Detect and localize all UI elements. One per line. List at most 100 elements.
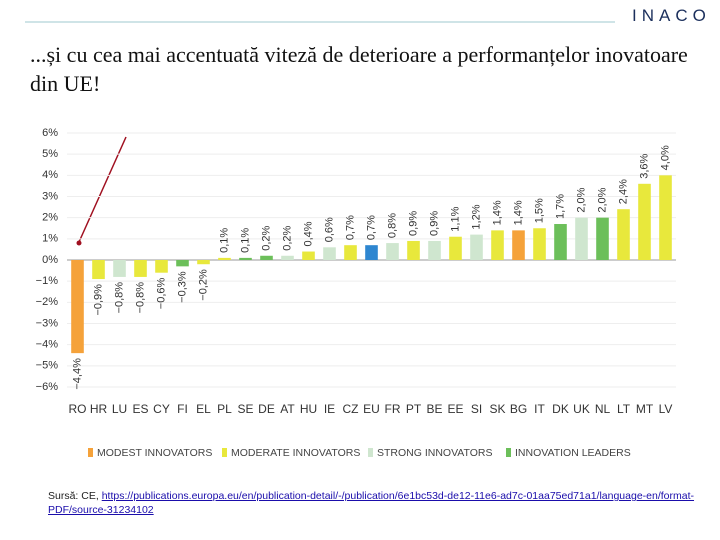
bar: [92, 260, 105, 280]
y-tick-label: 5%: [42, 148, 58, 160]
x-tick-label: MT: [636, 402, 654, 416]
x-tick-label: DK: [552, 402, 569, 416]
x-tick-label: NL: [595, 402, 611, 416]
x-tick-label: PT: [406, 402, 422, 416]
value-label: 0,9%: [428, 211, 440, 236]
x-tick-label: AT: [280, 402, 295, 416]
value-label: 0,2%: [260, 225, 272, 250]
value-label: 0,1%: [239, 228, 251, 253]
x-tick-label: HU: [300, 402, 317, 416]
value-label: 0,7%: [365, 215, 377, 240]
x-tick-label: IE: [324, 402, 335, 416]
source-link[interactable]: https://publications.europa.eu/en/public…: [48, 490, 695, 516]
x-tick-label: BE: [426, 402, 442, 416]
x-tick-label: EE: [447, 402, 463, 416]
y-tick-label: 6%: [42, 127, 58, 139]
value-label: 0,1%: [218, 228, 230, 253]
y-tick-label: 3%: [42, 190, 58, 202]
legend-swatch: [88, 448, 93, 457]
x-tick-label: DE: [258, 402, 275, 416]
legend-swatch: [368, 448, 373, 457]
bar: [449, 236, 462, 260]
x-tick-label: IT: [534, 402, 545, 416]
source-prefix: Sursă: CE,: [48, 490, 99, 502]
legend-label: MODEST INNOVATORS: [97, 447, 212, 459]
value-label: −0,3%: [176, 271, 188, 303]
bar: [386, 243, 399, 260]
value-label: 1,1%: [449, 206, 461, 231]
x-tick-label: LU: [112, 402, 127, 416]
y-tick-label: 4%: [42, 169, 58, 181]
bar: [512, 230, 525, 260]
x-tick-label: UK: [573, 402, 590, 416]
y-tick-label: −5%: [36, 360, 59, 372]
x-tick-label: LT: [617, 402, 631, 416]
y-tick-label: 2%: [42, 212, 58, 224]
bar: [239, 257, 252, 260]
y-tick-label: −3%: [36, 317, 59, 329]
bar: [617, 209, 630, 260]
y-tick-label: −2%: [36, 296, 59, 308]
slide-title: ...și cu cea mai accentuată viteză de de…: [30, 42, 688, 96]
value-label: 1,5%: [533, 198, 545, 223]
bar: [134, 260, 147, 277]
bar: [575, 217, 588, 260]
value-label: 0,8%: [386, 213, 398, 238]
x-tick-label: CY: [153, 402, 170, 416]
x-tick-label: EL: [196, 402, 211, 416]
bar: [638, 183, 651, 260]
y-tick-label: 0%: [42, 254, 58, 266]
legend-label: INNOVATION LEADERS: [515, 447, 631, 459]
bar: [659, 175, 672, 260]
bar: [323, 247, 336, 260]
value-label: 1,4%: [512, 200, 524, 225]
x-tick-label: PL: [217, 402, 232, 416]
bar: [155, 260, 168, 273]
bar: [344, 245, 357, 260]
value-label: −0,2%: [197, 269, 209, 301]
value-label: 0,6%: [323, 217, 335, 242]
bar: [260, 255, 273, 260]
x-tick-label: SI: [471, 402, 482, 416]
value-label: 1,7%: [554, 194, 566, 219]
bar: [596, 217, 609, 260]
y-tick-label: 1%: [42, 233, 58, 245]
y-tick-label: −6%: [36, 381, 59, 393]
value-label: 0,7%: [344, 215, 356, 240]
value-label: 3,6%: [638, 154, 650, 179]
value-label: −0,8%: [134, 282, 146, 314]
y-tick-label: −1%: [36, 275, 59, 287]
x-tick-label: ES: [132, 402, 148, 416]
bar: [407, 240, 420, 260]
value-label: 0,2%: [281, 225, 293, 250]
x-tick-label: FI: [177, 402, 188, 416]
x-tick-label: HR: [90, 402, 108, 416]
legend-swatch: [222, 448, 227, 457]
x-tick-label: BG: [510, 402, 527, 416]
value-label: 1,2%: [470, 204, 482, 229]
value-label: 2,0%: [596, 187, 608, 212]
value-label: 0,4%: [302, 221, 314, 246]
bar: [197, 260, 210, 265]
x-tick-label: FR: [385, 402, 401, 416]
x-tick-label: RO: [69, 402, 87, 416]
value-label: 4,0%: [659, 145, 671, 170]
source-note: Sursă: CE, https://publications.europa.e…: [48, 489, 698, 517]
bar: [428, 240, 441, 260]
bar: [533, 228, 546, 260]
bar: [302, 251, 315, 260]
value-label: 0,9%: [407, 211, 419, 236]
bar: [365, 245, 378, 260]
bar: [176, 260, 189, 267]
value-label: −0,9%: [92, 284, 104, 316]
value-label: −0,8%: [113, 282, 125, 314]
x-tick-label: EU: [363, 402, 380, 416]
value-label: 2,0%: [575, 187, 587, 212]
pointer-dot: [76, 240, 82, 246]
bar: [554, 224, 567, 260]
value-label: 2,4%: [617, 179, 629, 204]
bar: [491, 230, 504, 260]
value-label: −0,6%: [155, 277, 167, 309]
